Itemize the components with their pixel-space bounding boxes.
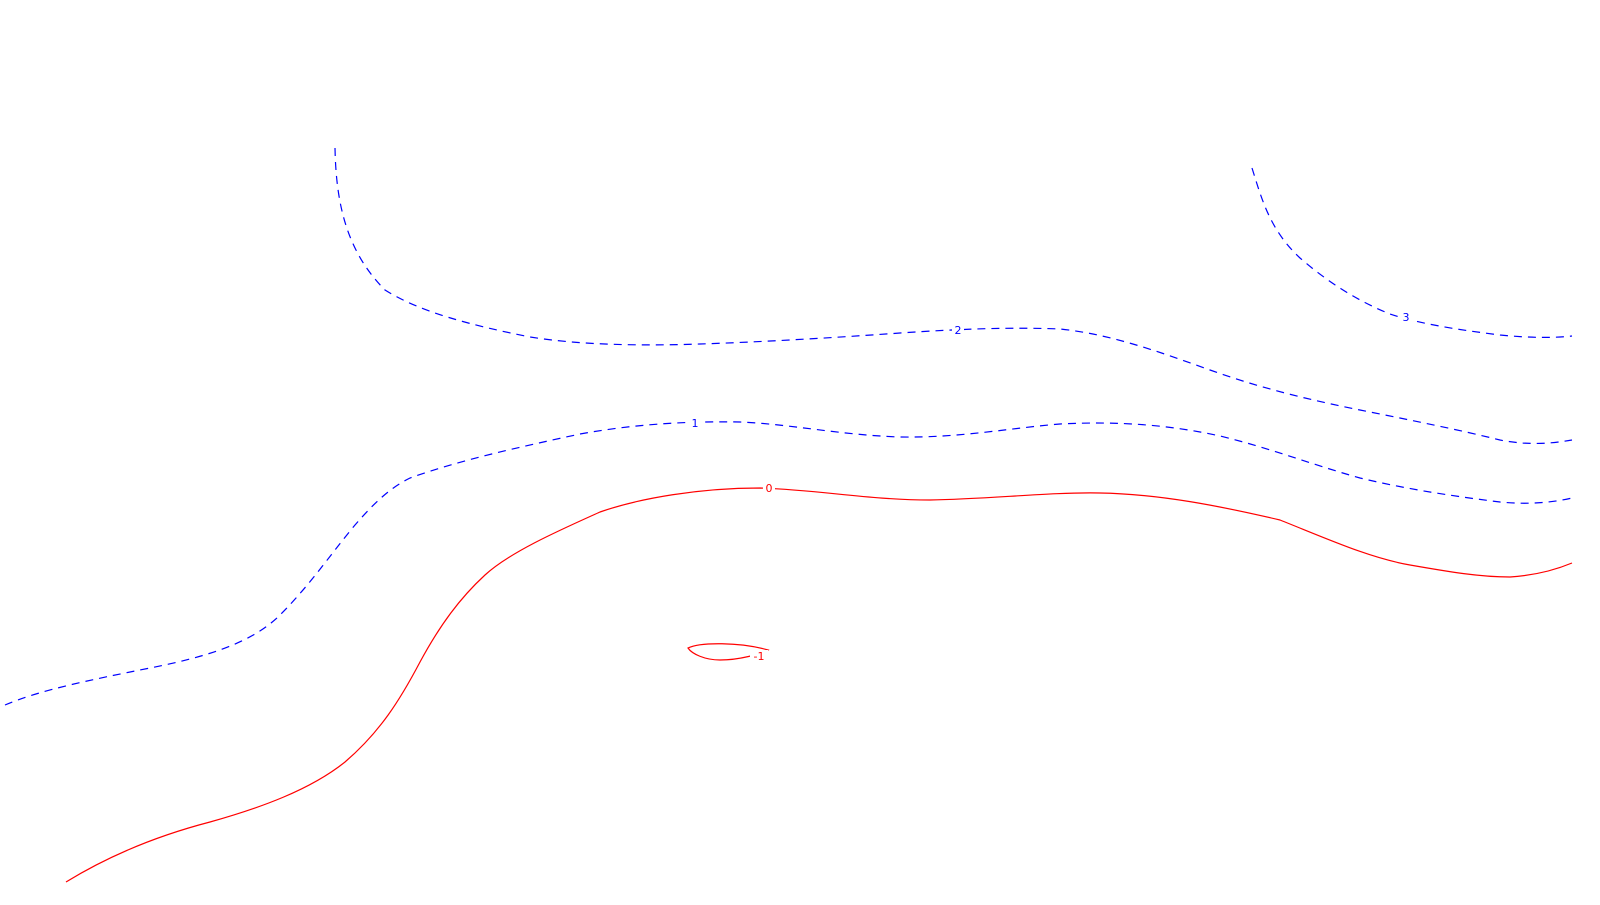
contour-line-2 <box>334 147 1573 445</box>
contour-labels: 3 2 1 0 -1 <box>689 311 1412 663</box>
contour-line-0 <box>65 487 1573 883</box>
contour-label-0: 0 <box>766 482 773 495</box>
contour-label-2: 2 <box>955 324 962 337</box>
contour-label-minus-1: -1 <box>754 650 765 663</box>
contour-line-3 <box>1251 167 1573 338</box>
label-bg-0 <box>763 482 775 494</box>
label-bg-1 <box>689 417 701 429</box>
contour-line-1 <box>4 421 1573 706</box>
contour-label-3: 3 <box>1403 311 1410 324</box>
contour-label-1: 1 <box>692 417 699 430</box>
label-bg-minus-1 <box>750 650 768 662</box>
label-bg-3 <box>1400 311 1412 323</box>
label-bg-2 <box>952 324 964 336</box>
